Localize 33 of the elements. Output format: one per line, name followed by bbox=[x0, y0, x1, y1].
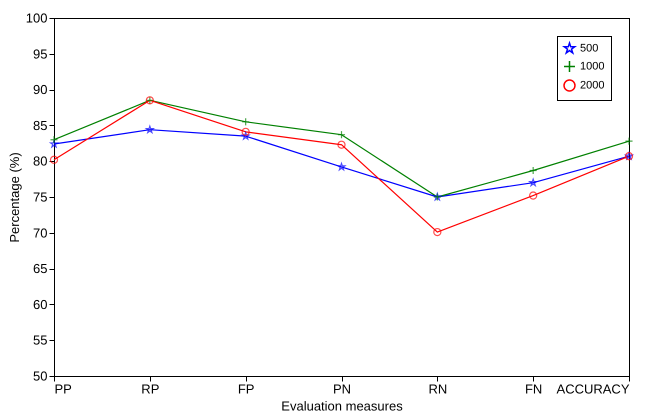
y-tick-label: 70 bbox=[33, 225, 48, 240]
x-tick-label: FN bbox=[524, 382, 542, 396]
y-tick-label: 75 bbox=[33, 190, 48, 204]
x-tick-label: PP bbox=[54, 382, 72, 396]
y-tick-label: 55 bbox=[33, 332, 48, 348]
x-tick-label: RN bbox=[428, 382, 448, 396]
legend-label: 500 bbox=[580, 42, 598, 54]
y-tick-label: 85 bbox=[33, 118, 48, 133]
y-tick-label: 95 bbox=[33, 46, 48, 62]
x-tick-label: PN bbox=[332, 382, 352, 396]
legend-label: 1000 bbox=[580, 60, 604, 72]
point bbox=[529, 166, 538, 175]
y-tick-label: 60 bbox=[33, 296, 48, 312]
point bbox=[433, 228, 442, 236]
y-tick-label: 100 bbox=[26, 10, 48, 26]
point bbox=[50, 136, 58, 144]
point bbox=[242, 118, 250, 126]
point bbox=[50, 156, 58, 164]
point bbox=[337, 140, 346, 149]
x-tick-label: RP bbox=[141, 382, 160, 396]
y-tick-label: 90 bbox=[33, 82, 48, 98]
y-axis-title: Percentage (%) bbox=[6, 152, 22, 243]
point bbox=[242, 128, 250, 136]
y-tick-label: 80 bbox=[33, 154, 48, 169]
x-tick-label: FP bbox=[238, 382, 254, 396]
x-tick-label: ACCURACY bbox=[556, 382, 630, 396]
y-tick-label: 65 bbox=[33, 261, 48, 276]
point bbox=[337, 130, 346, 139]
point bbox=[624, 137, 634, 146]
y-tick-label: 50 bbox=[33, 368, 48, 384]
x-axis-title: Evaluation measures bbox=[281, 398, 404, 414]
legend-label: 2000 bbox=[580, 80, 604, 92]
point bbox=[529, 191, 538, 200]
